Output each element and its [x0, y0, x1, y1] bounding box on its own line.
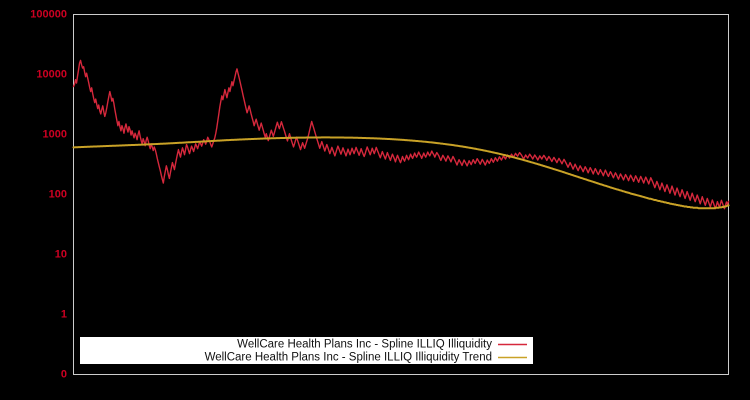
- series-line-wellcare-health-plans-inc-spline-illiq-illiquidity: [72, 59, 730, 210]
- y-axis-tick-label: 100000: [30, 8, 67, 20]
- y-axis-tick-label: 0: [61, 368, 67, 380]
- y-axis-tick-label: 10000: [36, 68, 67, 80]
- y-axis-tick-label: 1: [61, 308, 67, 320]
- legend-label-illiquidity: WellCare Health Plans Inc - Spline ILLIQ…: [237, 339, 492, 351]
- series-line-wellcare-health-plans-inc-spline-illiq-illiquidity-trend: [72, 136, 730, 210]
- chart-legend[interactable]: WellCare Health Plans Inc - Spline ILLIQ…: [80, 337, 533, 364]
- plot-area-border: [73, 14, 729, 375]
- data-series-group: [72, 59, 730, 210]
- y-axis-tick-label: 10: [55, 248, 67, 260]
- legend-background: [80, 337, 533, 364]
- y-axis-tick-label: 1000: [43, 128, 67, 140]
- legend-label-illiquidity-trend: WellCare Health Plans Inc - Spline ILLIQ…: [205, 352, 492, 364]
- y-axis-tick-label: 100: [49, 188, 67, 200]
